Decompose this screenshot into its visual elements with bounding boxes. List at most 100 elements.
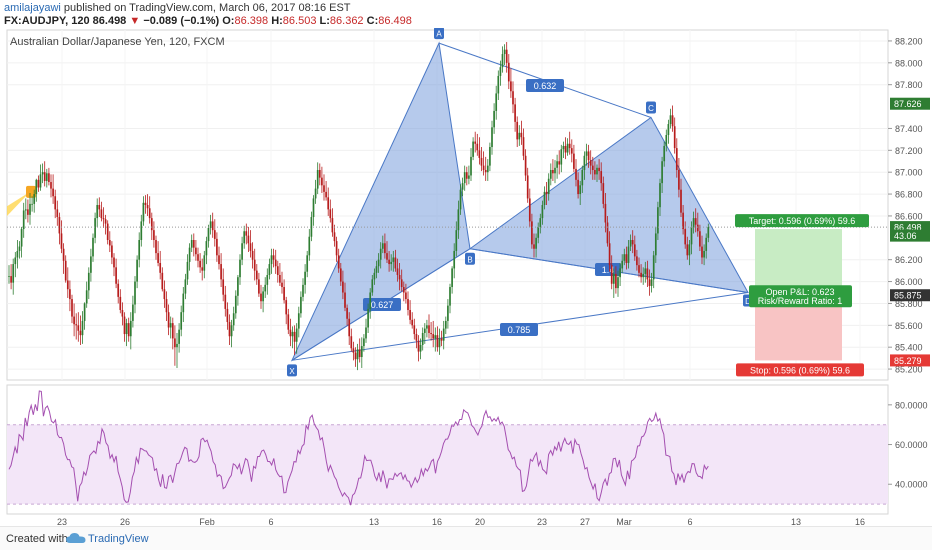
candle-body [346, 307, 348, 319]
price-tick-label: 88.200 [895, 36, 923, 46]
candle-body [371, 279, 374, 293]
candle [510, 68, 512, 98]
candle-body [73, 316, 75, 325]
candle [484, 156, 487, 181]
candle-body [323, 185, 325, 192]
candle-body [8, 276, 10, 277]
candle [360, 337, 363, 368]
candle [499, 60, 502, 86]
candle-body [12, 264, 15, 283]
x-tick-label: Feb [199, 517, 215, 526]
candle-body [306, 255, 309, 272]
candle [348, 312, 351, 345]
candle-body [682, 212, 684, 230]
candle-body [201, 267, 204, 271]
position-tool[interactable]: Target: 0.596 (0.69%) 59.6 Stop: 0.596 (0… [735, 214, 869, 377]
candle-body [48, 173, 50, 183]
stop-label-box [736, 363, 864, 377]
x-tick-label: 16 [855, 517, 865, 526]
candle [22, 202, 25, 238]
candle-body [79, 330, 82, 336]
candle [581, 165, 584, 193]
candle-body [678, 170, 680, 190]
target-label-box [735, 214, 869, 228]
candle-body [178, 329, 180, 344]
candle [497, 70, 500, 100]
candle [520, 120, 523, 145]
candle [610, 255, 613, 290]
candle-body [31, 203, 33, 205]
candle [434, 327, 437, 352]
candle-body [598, 167, 600, 172]
candle [388, 250, 390, 272]
x-tick-label: 13 [369, 517, 379, 526]
candle [642, 267, 645, 285]
candle [560, 144, 563, 173]
candle-body [440, 338, 443, 341]
candle [117, 279, 120, 304]
candle [155, 235, 157, 260]
candle [543, 186, 546, 210]
candle [108, 231, 111, 253]
point-label-x: X [289, 367, 295, 376]
price-tick-label: 87.000 [895, 168, 923, 178]
candle-body [629, 240, 632, 247]
candle [516, 116, 519, 148]
candle-body [213, 230, 216, 239]
candle [129, 312, 132, 350]
candle-body [566, 143, 569, 153]
candle [329, 199, 332, 223]
candle-body [518, 132, 521, 140]
candle-body [232, 313, 235, 326]
candle [552, 159, 554, 181]
candle [92, 233, 94, 262]
candle [310, 211, 313, 242]
candle-body [688, 244, 691, 256]
candle [31, 196, 33, 212]
candle [167, 304, 170, 336]
candle-body [615, 273, 617, 289]
ratio-box [500, 323, 538, 336]
author-link[interactable]: amilajayawi [4, 2, 61, 14]
candle [90, 248, 92, 282]
candle [245, 223, 248, 245]
candle [178, 323, 180, 353]
candle [549, 163, 552, 186]
candle [159, 250, 162, 280]
candle [33, 189, 36, 213]
candle [524, 149, 527, 181]
candle-body [505, 49, 508, 63]
candle [669, 108, 672, 129]
candle-body [669, 115, 672, 125]
candle [501, 46, 504, 73]
candle [258, 272, 260, 297]
price-tick-label: 86.600 [895, 211, 923, 221]
candle-body [512, 91, 514, 105]
candle [568, 131, 571, 155]
candle-body [591, 165, 594, 170]
candle-body [396, 268, 399, 275]
candle [150, 212, 153, 240]
tradingview-brand[interactable]: TradingView [88, 533, 149, 545]
high-label: H: [271, 15, 283, 27]
candle-body [205, 241, 208, 256]
candle-body [123, 316, 126, 335]
candle-body [489, 147, 491, 166]
candle [279, 262, 281, 286]
chart-canvas[interactable]: 88.200 88.000 87.800 87.400 87.200 87.000 86.8… [0, 28, 932, 526]
price-tick-label: 86.000 [895, 277, 923, 287]
candle-body [419, 345, 422, 352]
rsi-line [8, 390, 709, 506]
candle [392, 250, 395, 272]
candle-body [37, 179, 40, 188]
candle-body [386, 253, 388, 260]
candle [14, 252, 17, 278]
candle [335, 236, 338, 262]
candle-body [69, 289, 71, 300]
candle-body [174, 338, 176, 348]
candle [337, 248, 340, 273]
x-tick-label: 13 [791, 517, 801, 526]
candle [163, 280, 166, 308]
candle [625, 246, 628, 270]
open-label: O: [222, 15, 235, 27]
